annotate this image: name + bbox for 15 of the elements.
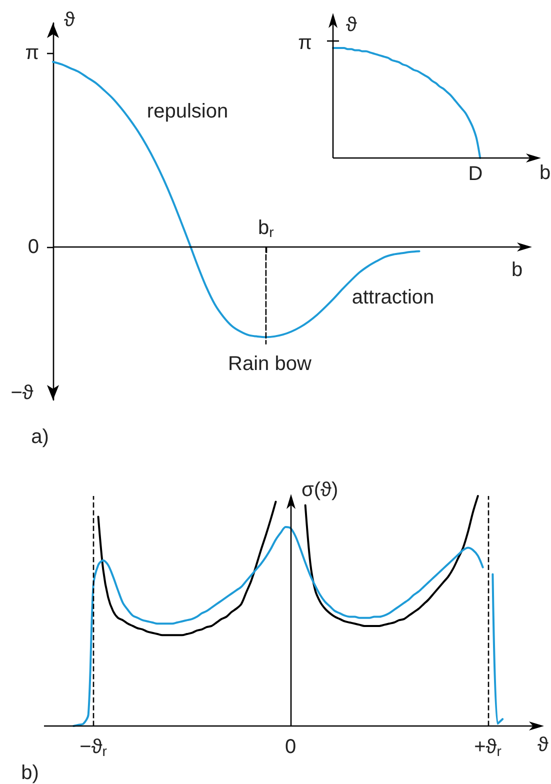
text: −ϑ [10,382,34,404]
annotation: repulsion [146,100,228,123]
y-axis-title: ϑ [64,9,75,31]
x-axis-title: ϑ [538,734,549,756]
x-axis-title: b [539,162,551,184]
text: a) [31,426,49,448]
text: b) [21,762,39,784]
x-axis-title: b [511,258,523,281]
annotation: attraction [352,286,434,308]
x-tick-label: 0 [284,736,296,758]
y-axis-title: ϑ [346,14,357,36]
y-axis-title: σ(ϑ) [302,479,338,501]
annotation: D [468,163,483,185]
annotation: Rain bow [228,353,312,375]
annotation: π [298,32,312,54]
